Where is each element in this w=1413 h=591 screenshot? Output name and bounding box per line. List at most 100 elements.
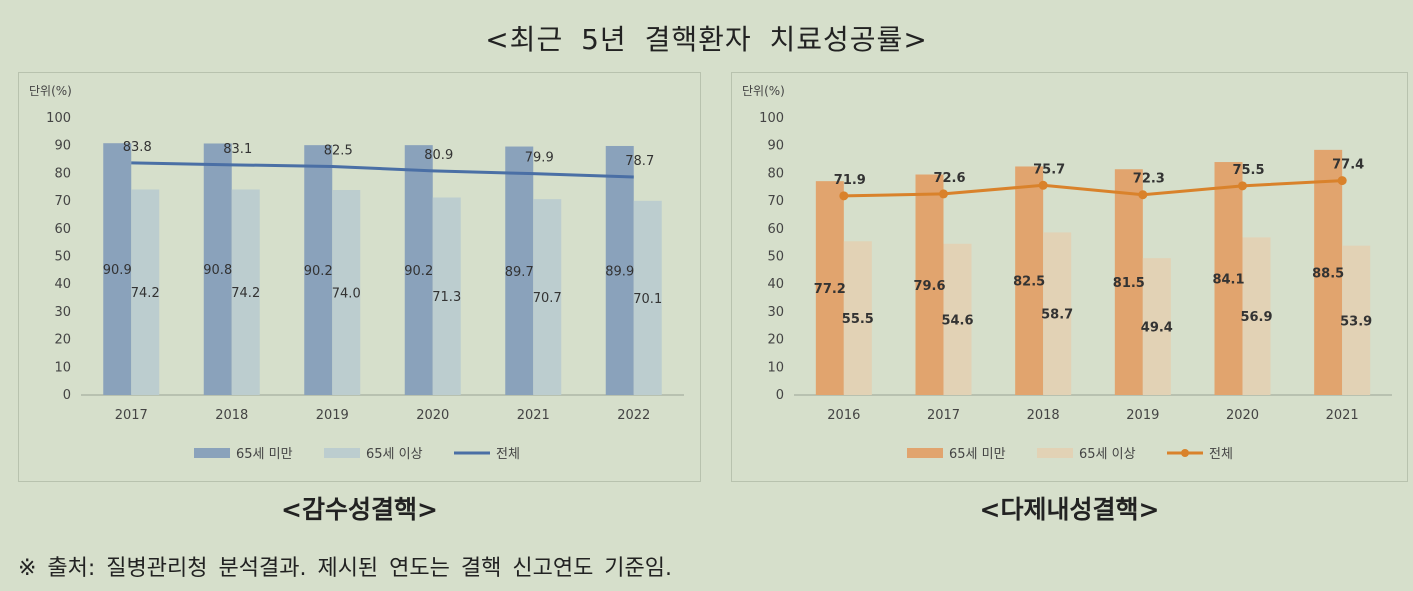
x-tick-label: 2017 (115, 408, 148, 423)
bar-under65 (103, 143, 132, 395)
legend-label-under65: 65세 미만 (949, 447, 1006, 462)
bar-over65 (131, 189, 160, 395)
y-tick-label: 20 (767, 333, 784, 348)
legend-swatch-over65 (324, 448, 360, 458)
point-total (1038, 180, 1048, 190)
data-label-under65: 84.1 (1212, 273, 1244, 288)
data-label-total: 75.7 (1033, 162, 1065, 177)
legend-swatch-under65 (194, 448, 230, 458)
y-tick-label: 80 (767, 166, 784, 181)
chart-mdr: 단위(%) 0 10 20 30 40 50 60 70 80 90 100 2016 77.2 55.5 2… (742, 84, 1392, 462)
point-total (1138, 190, 1148, 200)
source-note: ※ 출처: 질병관리청 분석결과. 제시된 연도는 결핵 신고연도 기준임. (18, 556, 673, 581)
y-tick-label: 30 (54, 305, 71, 320)
y-tick-label: 60 (767, 222, 784, 237)
chart-panel-mdr: 단위(%) 0 10 20 30 40 50 60 70 80 90 100 2016 77.2 55.5 2… (731, 72, 1408, 482)
data-label-over65: 53.9 (1340, 314, 1372, 329)
bar-under65 (915, 174, 944, 395)
bar-under65 (1015, 166, 1044, 395)
bar-under65 (815, 181, 844, 395)
bar-over65 (1342, 245, 1371, 395)
bar-over65 (1142, 258, 1171, 395)
y-tick-label: 90 (54, 139, 71, 154)
bar-under65 (404, 145, 433, 395)
point-total (939, 189, 948, 199)
data-label-under65: 89.9 (605, 264, 634, 279)
legend-label-total: 전체 (1209, 447, 1233, 462)
point-total (839, 191, 849, 201)
bar-over65 (1242, 237, 1271, 395)
legend-label-over65: 65세 이상 (366, 447, 423, 462)
data-label-under65: 90.8 (203, 263, 232, 278)
legend-label-total: 전체 (496, 447, 520, 462)
unit-label: 단위(%) (29, 84, 72, 98)
data-label-total: 77.4 (1332, 158, 1364, 173)
x-tick-label: 2018 (215, 408, 248, 423)
bar-over65 (332, 190, 361, 395)
data-label-total: 83.8 (123, 140, 152, 155)
bar-under65 (1314, 149, 1343, 395)
x-tick-label: 2016 (827, 408, 860, 423)
y-tick-label: 10 (54, 360, 71, 375)
x-tick-label: 2018 (1027, 408, 1060, 423)
y-tick-label: 30 (767, 305, 784, 320)
data-label-under65: 77.2 (814, 282, 846, 297)
data-label-total: 72.6 (933, 171, 965, 186)
data-label-total: 72.3 (1133, 172, 1165, 187)
x-tick-label: 2021 (1326, 408, 1359, 423)
data-label-total: 78.7 (625, 154, 654, 169)
chart-panel-drug-susceptible: 단위(%) 0 10 20 30 40 50 60 70 80 90 100 2017 90.9 74.2 2… (18, 72, 701, 482)
x-tick-label: 2022 (617, 408, 650, 423)
legend-swatch-under65 (907, 448, 943, 458)
data-label-over65: 58.7 (1041, 308, 1073, 323)
bar-under65 (505, 146, 534, 395)
y-tick-label: 20 (54, 333, 71, 348)
data-label-over65: 74.0 (332, 287, 361, 302)
y-tick-label: 90 (767, 139, 784, 154)
line-total (843, 179, 1343, 198)
data-label-over65: 56.9 (1240, 310, 1272, 325)
data-label-over65: 54.6 (941, 313, 973, 328)
data-label-under65: 90.9 (103, 263, 132, 278)
data-label-total: 71.9 (834, 173, 866, 188)
bar-over65 (943, 243, 972, 395)
y-tick-label: 60 (54, 222, 71, 237)
data-label-total: 82.5 (324, 143, 353, 158)
point-total (1238, 181, 1247, 191)
chart-drug-susceptible: 단위(%) 0 10 20 30 40 50 60 70 80 90 100 2017 90.9 74.2 2… (29, 84, 684, 462)
data-label-total: 83.1 (223, 142, 252, 157)
bar-over65 (1043, 232, 1072, 395)
bar-under65 (1214, 162, 1243, 395)
data-label-total: 75.5 (1232, 163, 1264, 178)
x-tick-label: 2020 (1226, 408, 1259, 423)
y-tick-label: 70 (54, 194, 71, 209)
legend-label-under65: 65세 미만 (236, 447, 293, 462)
legend-marker-total (1181, 449, 1189, 457)
bar-under65 (1114, 169, 1143, 395)
data-label-under65: 82.5 (1013, 275, 1045, 290)
data-label-over65: 49.4 (1141, 321, 1173, 336)
data-label-over65: 70.1 (633, 292, 662, 307)
bar-over65 (843, 241, 872, 395)
bar-under65 (605, 145, 634, 395)
x-tick-label: 2021 (517, 408, 550, 423)
data-label-over65: 55.5 (842, 312, 874, 327)
legend-label-over65: 65세 이상 (1079, 447, 1136, 462)
bar-over65 (432, 197, 461, 395)
data-label-total: 79.9 (525, 151, 554, 166)
caption-mdr: <다제내성결핵> (979, 495, 1160, 524)
data-label-under65: 89.7 (505, 265, 534, 280)
legend-swatch-over65 (1037, 448, 1073, 458)
y-tick-label: 80 (54, 166, 71, 181)
caption-drug-susceptible: <감수성결핵> (281, 495, 438, 524)
data-label-under65: 88.5 (1312, 266, 1344, 281)
bar-under65 (304, 145, 333, 395)
point-total (1337, 176, 1347, 186)
x-tick-label: 2019 (316, 408, 349, 423)
y-tick-label: 100 (46, 111, 71, 126)
y-tick-label: 50 (767, 250, 784, 265)
bar-over65 (231, 189, 260, 395)
bar-under65 (203, 143, 232, 395)
unit-label: 단위(%) (742, 84, 785, 98)
y-tick-label: 0 (63, 388, 71, 403)
